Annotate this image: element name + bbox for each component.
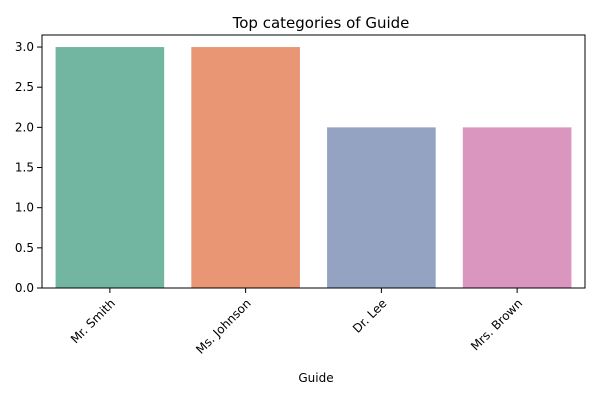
x-tick-label-3: Mrs. Brown	[468, 296, 525, 353]
y-tick-label-2: 1.0	[15, 201, 34, 215]
y-tick-label-1: 0.5	[15, 241, 34, 255]
y-tick-label-0: 0.0	[15, 281, 34, 295]
bar-2	[327, 127, 436, 288]
x-tick-label-2: Dr. Lee	[350, 296, 390, 336]
bar-0	[55, 47, 165, 288]
bars-group	[55, 47, 572, 288]
y-axis: 0.0 0.5 1.0 1.5 2.0 2.5 3.0	[15, 40, 42, 295]
y-tick-label-3: 1.5	[15, 161, 34, 175]
x-tick-label-1: Ms. Johnson	[193, 296, 253, 356]
y-tick-label-4: 2.0	[15, 120, 34, 134]
bar-1	[191, 47, 300, 288]
x-axis-label: Guide	[298, 371, 333, 385]
bar-3	[462, 127, 572, 288]
x-tick-label-0: Mr. Smith	[68, 296, 118, 346]
plot-frame	[41, 34, 586, 289]
y-tick-label-6: 3.0	[15, 40, 34, 54]
chart-title: Top categories of Guide	[232, 14, 410, 32]
x-axis: Mr. Smith Ms. Johnson Dr. Lee Mrs. Brown	[68, 288, 525, 357]
y-tick-label-5: 2.5	[15, 80, 34, 94]
